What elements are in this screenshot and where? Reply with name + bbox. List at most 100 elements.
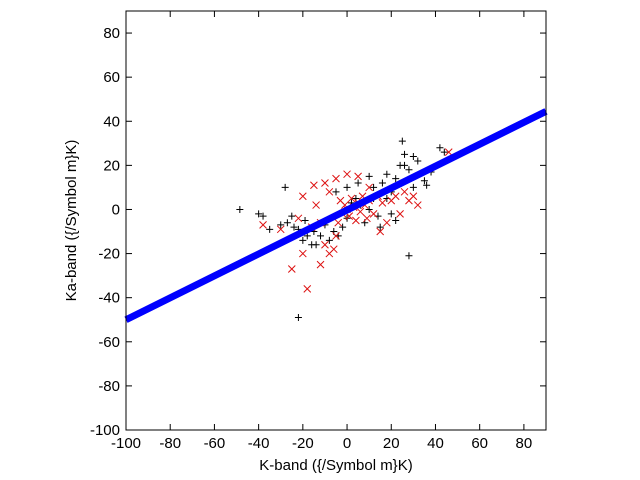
x-point <box>334 218 343 227</box>
plus-point <box>288 212 296 220</box>
plus-point <box>423 181 431 189</box>
x-point <box>365 183 374 192</box>
y-tick-label: -80 <box>98 378 120 395</box>
plus-point <box>283 219 291 227</box>
x-tick-label: 40 <box>427 435 444 452</box>
y-tick-label: 80 <box>103 25 120 42</box>
x-point <box>325 187 334 196</box>
x-point <box>352 216 360 225</box>
x-point <box>382 218 391 227</box>
fit-line <box>124 108 548 323</box>
x-point <box>409 192 418 201</box>
plus-point <box>405 252 413 260</box>
plus-point <box>409 183 417 191</box>
x-tick-label: -40 <box>248 435 270 452</box>
plus-point <box>354 179 362 187</box>
x-point <box>321 179 329 187</box>
plus-point <box>294 314 302 322</box>
x-point <box>321 240 329 249</box>
plus-point <box>414 157 422 165</box>
x-point <box>347 194 356 203</box>
y-tick-label: -100 <box>90 422 120 439</box>
y-axis-label: Ka-band ({/Symbol m}K) <box>63 140 80 302</box>
x-point <box>303 285 312 293</box>
x-point <box>310 181 318 190</box>
plus-point <box>255 210 263 218</box>
plus-point <box>398 137 406 145</box>
x-tick-label: 60 <box>471 435 488 452</box>
x-tick-label: -100 <box>111 435 141 452</box>
plus-point <box>365 172 373 180</box>
x-point <box>298 192 307 201</box>
plus-point <box>370 183 378 191</box>
data-marks <box>124 108 548 323</box>
plus-point <box>436 144 444 152</box>
x-point <box>329 245 338 254</box>
x-point <box>259 221 267 229</box>
plus-point <box>312 241 320 249</box>
x-point <box>312 201 320 209</box>
x-tick-label: -60 <box>204 435 226 452</box>
y-tick-label: 40 <box>103 113 120 130</box>
plus-point <box>420 177 428 185</box>
x-point <box>400 187 409 196</box>
x-tick-label: -80 <box>159 435 181 452</box>
x-point <box>343 170 351 179</box>
x-point <box>391 192 400 201</box>
plus-point <box>325 236 333 244</box>
plus-point <box>259 212 267 220</box>
x-point <box>316 260 325 269</box>
y-tick-label: 0 <box>112 201 120 218</box>
plus-point <box>378 179 386 187</box>
y-tick-label: 20 <box>103 157 120 174</box>
x-point <box>332 174 340 183</box>
plus-point <box>383 170 391 178</box>
plus-point <box>299 236 307 244</box>
x-tick-label: 20 <box>383 435 400 452</box>
plus-point <box>401 150 409 158</box>
y-tick-label: -40 <box>98 290 120 307</box>
plus-point <box>401 161 409 169</box>
x-point <box>332 232 340 240</box>
plus-point <box>376 223 384 231</box>
plot-frame <box>125 10 547 431</box>
x-tick-label: 0 <box>343 435 351 452</box>
axes: -100 -80 -60 -40 -20 0 20 40 60 80 -100 -80 -60 -40 -2… <box>90 10 547 452</box>
x-point <box>356 207 365 216</box>
plus-point <box>440 148 448 156</box>
plus-point <box>392 175 400 183</box>
y-tick-label: 60 <box>103 69 120 86</box>
plus-point <box>392 217 400 224</box>
plus-point <box>387 210 395 218</box>
x-axis-label: K-band ({/Symbol m}K) <box>259 457 412 474</box>
plus-point <box>281 183 289 191</box>
plus-point <box>266 225 274 233</box>
plus-point <box>409 153 417 161</box>
y-tick-label: -20 <box>98 246 120 263</box>
y-tick-label: -60 <box>98 334 120 351</box>
x-point <box>287 265 296 273</box>
plus-point <box>317 232 325 240</box>
x-tick-label: 80 <box>516 435 533 452</box>
plus-point <box>277 221 285 229</box>
x-point <box>276 225 285 234</box>
x-point <box>294 214 303 223</box>
x-point <box>378 199 387 207</box>
x-point <box>369 210 378 218</box>
plus-point <box>405 166 413 174</box>
plus-point <box>343 183 351 191</box>
plus-point <box>236 205 244 213</box>
x-point <box>298 249 307 258</box>
x-point <box>354 172 362 181</box>
x-point <box>363 214 371 223</box>
plus-point <box>339 223 347 231</box>
plus-point <box>365 205 373 213</box>
plus-point <box>290 223 298 231</box>
x-point <box>413 201 422 209</box>
x-point <box>376 227 385 236</box>
x-tick-label: -20 <box>292 435 314 452</box>
plus-point <box>301 217 309 224</box>
x-point <box>444 148 453 156</box>
x-point <box>396 210 404 218</box>
